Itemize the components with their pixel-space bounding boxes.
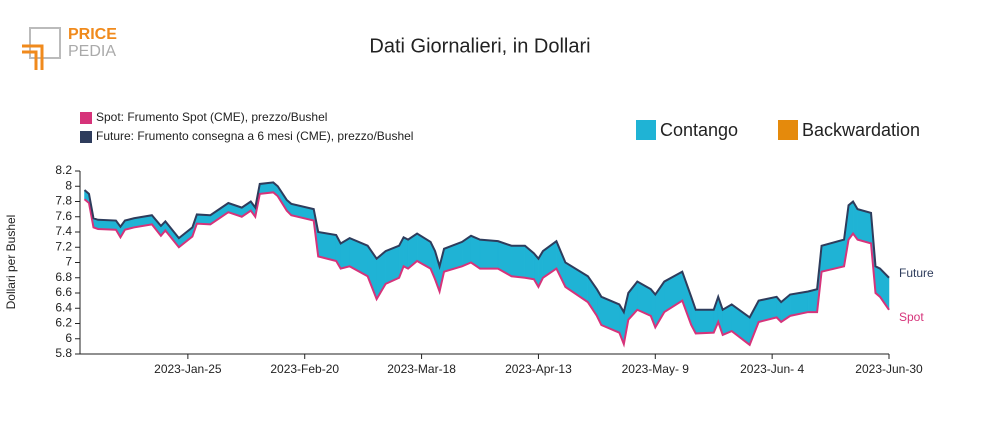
y-tick-label: 7.2 [55,239,72,253]
fill-legend-swatch [778,120,798,140]
y-axis-title: Dollari per Bushel [4,215,18,310]
legend-swatch [80,131,92,143]
legend-label: Future: Frumento consegna a 6 mesi (CME)… [96,129,413,143]
spread-fill [601,296,620,334]
y-tick-label: 6.6 [55,285,72,299]
spread-fill [857,208,872,244]
logo-bottom: PEDIA [68,43,116,60]
spread-fill [479,239,499,269]
y-tick-label: 6 [65,331,72,345]
y-tick-label: 7.8 [55,194,72,208]
legend-swatch [80,112,92,124]
fill-legend-label: Backwardation [802,120,920,140]
legend-label: Spot: Frumento Spot (CME), prezzo/Bushel [96,110,327,124]
x-tick-label: 2023-May- 9 [622,362,690,376]
fill-legend-swatch [636,120,656,140]
x-tick-label: 2023-Jun-30 [855,362,923,376]
logo: PRICE PEDIA [22,26,117,70]
y-tick-label: 6.8 [55,270,72,284]
y-tick-label: 8 [65,178,72,192]
spread-fill [403,236,409,270]
y-tick-label: 7 [65,255,72,269]
series-line [83,191,890,348]
y-tick-label: 8.2 [55,163,72,177]
x-tick-label: 2023-Mar-18 [387,362,456,376]
spread-fill [682,271,692,326]
series-line [83,181,890,319]
end-label: Future [899,266,934,280]
spread-fill [695,309,714,334]
y-tick-label: 6.4 [55,300,72,314]
spread-fill [497,240,512,277]
x-tick-label: 2023-Apr-13 [505,362,572,376]
end-label: Spot [899,310,924,324]
x-tick-label: 2023-Feb-20 [270,362,339,376]
logo-top: PRICE [68,26,117,43]
chart-title: Dati Giornalieri, in Dollari [369,35,590,57]
x-tick-label: 2023-Jan-25 [154,362,222,376]
spread-fill [556,241,566,288]
y-tick-label: 5.8 [55,346,72,360]
logo-mark [22,44,44,70]
y-tick-label: 7.4 [55,224,72,238]
fill-legend-label: Contango [660,120,738,140]
y-tick-label: 7.6 [55,209,72,223]
spread-fill [807,288,818,313]
y-tick-label: 6.2 [55,316,72,330]
spread-fill [511,245,526,279]
logo-square [29,27,61,59]
x-tick-label: 2023-Jun- 4 [740,362,804,376]
